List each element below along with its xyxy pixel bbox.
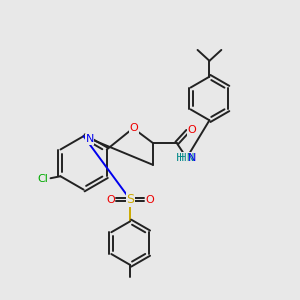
Text: Cl: Cl xyxy=(37,174,48,184)
Text: O: O xyxy=(187,125,196,135)
Text: N: N xyxy=(85,134,94,144)
Text: S: S xyxy=(126,193,134,206)
Text: H: H xyxy=(176,153,185,163)
Text: O: O xyxy=(106,194,115,205)
Text: O: O xyxy=(146,194,154,205)
Text: N: N xyxy=(188,153,196,163)
Text: O: O xyxy=(130,123,139,133)
Text: HN: HN xyxy=(179,153,194,163)
